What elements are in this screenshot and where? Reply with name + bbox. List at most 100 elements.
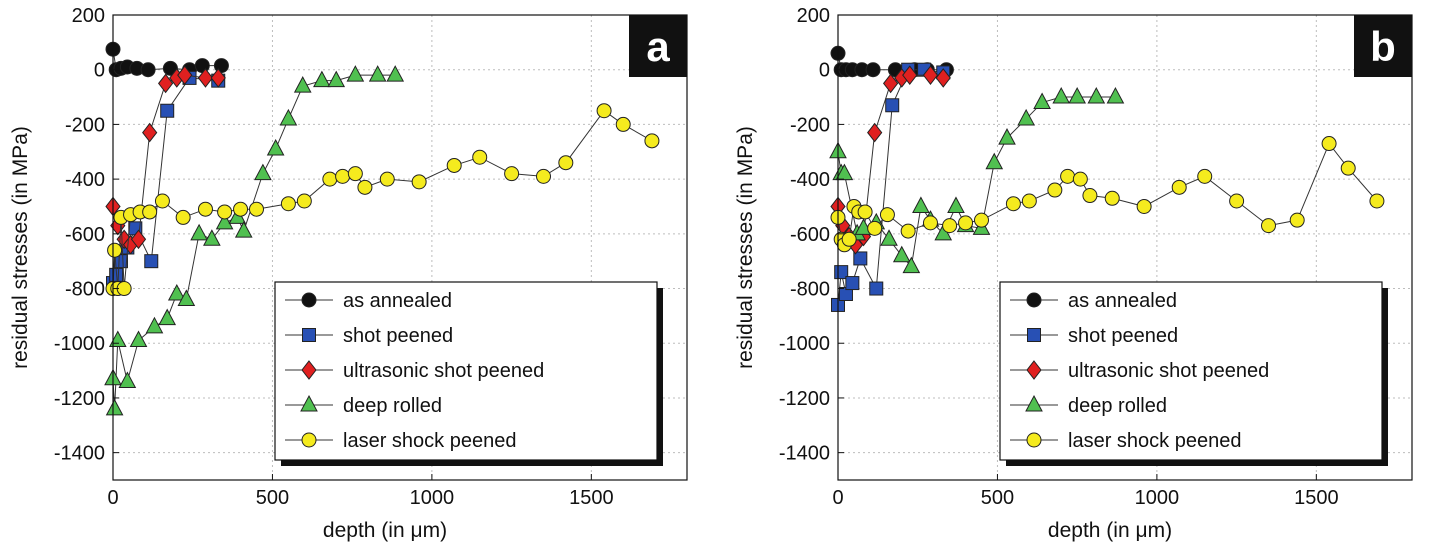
data-point (1021, 193, 1037, 209)
y-tick-label: -1000 (779, 333, 830, 355)
panel-label-text: a (646, 23, 670, 70)
data-point (1106, 86, 1125, 104)
data-point (845, 276, 860, 291)
chart-panel-b: 0 500 1000 1500 200 0 -200 -400 -600 -800 -1000 -12… (725, 0, 1450, 544)
data-point (504, 166, 520, 182)
x-axis-title: depth (in μm) (323, 519, 447, 542)
series-group (104, 41, 660, 416)
legend-marker (1025, 394, 1043, 412)
legend-label: deep rolled (1068, 395, 1167, 417)
data-point (985, 152, 1004, 170)
data-point (841, 231, 857, 247)
data-point (1087, 86, 1106, 104)
data-point (835, 163, 854, 181)
panel-label-box (629, 15, 687, 77)
x-tick-label: 0 (832, 487, 843, 509)
data-point (958, 215, 974, 231)
data-point (296, 193, 312, 209)
legend-marker (1026, 360, 1042, 380)
data-point (154, 193, 170, 209)
data-point (922, 215, 938, 231)
data-point (1060, 168, 1076, 184)
chart-panel-a: 0 500 1000 1500 200 0 -200 -400 -600 -800 -1000 -12… (9, 5, 688, 542)
data-point (998, 128, 1016, 145)
legend-marker (301, 432, 317, 448)
legend-marker (1026, 292, 1042, 308)
legend-label: ultrasonic shot peened (1068, 360, 1269, 382)
data-point (1082, 188, 1098, 204)
legend-marker (301, 292, 317, 308)
legend-item: deep rolled (285, 394, 442, 417)
tick-labels: 0 500 1000 15002000-200-400-600-800-1000-12… (54, 5, 614, 509)
legend-label: shot peened (1068, 325, 1178, 347)
legend-label: shot peened (343, 325, 453, 347)
panel-label: b (1354, 15, 1412, 77)
data-point (158, 308, 177, 326)
data-point (472, 149, 488, 165)
data-point (974, 212, 989, 228)
data-point (892, 245, 911, 263)
legend-label: as annealed (343, 290, 452, 312)
data-point (865, 62, 881, 78)
data-point (197, 68, 214, 88)
y-tick-label: 0 (94, 60, 105, 82)
data-point (203, 229, 221, 246)
data-point (215, 212, 234, 230)
x-axis-title: depth (in μm) (1048, 519, 1172, 542)
data-point (234, 221, 253, 238)
data-point (386, 65, 405, 82)
legend-marker (1027, 328, 1041, 342)
data-point (145, 316, 164, 334)
data-point (175, 209, 191, 225)
data-point (142, 122, 158, 143)
data-point (879, 207, 895, 223)
y-tick-label: -200 (65, 114, 105, 136)
legend-item: shot peened (285, 325, 453, 347)
y-tick-label: -1200 (779, 388, 830, 410)
y-tick-label: -1200 (54, 388, 105, 410)
y-tick-label: -800 (65, 279, 105, 301)
data-point (233, 201, 249, 217)
legend-label: ultrasonic shot peened (343, 360, 544, 382)
data-point (105, 398, 124, 416)
data-point (327, 70, 346, 88)
data-point (346, 65, 365, 82)
legend-label: laser shock peened (343, 430, 516, 452)
data-point (116, 281, 132, 297)
data-point (177, 289, 196, 306)
data-point (857, 204, 873, 220)
y-axis-title: residual stresses (in MPa) (9, 126, 32, 369)
data-point (167, 283, 186, 301)
data-point (210, 68, 226, 88)
data-point (446, 157, 462, 173)
x-tick-label: 0 (107, 487, 118, 509)
y-tick-label: -1400 (779, 443, 830, 465)
data-point (1068, 86, 1086, 104)
series-laser-shock-peened (105, 103, 660, 297)
data-point (900, 223, 916, 239)
y-tick-label: -200 (790, 114, 830, 136)
data-point (1197, 168, 1213, 184)
data-point (558, 155, 574, 171)
legend: as annealed shot peened ultrasonic shot pe… (999, 281, 1388, 466)
data-point (313, 70, 331, 88)
data-point (217, 204, 233, 220)
chart-a: 0 500 1000 15002000-200-400-600-800-1000-12… (9, 5, 688, 542)
data-point (1289, 212, 1305, 228)
data-point (144, 254, 159, 269)
data-point (322, 171, 338, 187)
tick-labels: 0 500 1000 15002000-200-400-600-800-1000-12… (779, 5, 1339, 509)
data-point (1229, 193, 1245, 209)
data-point (947, 196, 965, 213)
y-tick-label: -600 (790, 224, 830, 246)
data-point (293, 76, 312, 93)
y-axis-title: residual stresses (in MPa) (734, 126, 757, 369)
legend-marker (1026, 432, 1042, 448)
y-tick-label: -400 (65, 169, 105, 191)
legend-box (274, 281, 658, 461)
legend-marker (300, 394, 318, 412)
data-point (880, 229, 898, 246)
data-point (867, 220, 883, 236)
legend-item: as annealed (1010, 290, 1177, 312)
data-point (129, 330, 148, 347)
